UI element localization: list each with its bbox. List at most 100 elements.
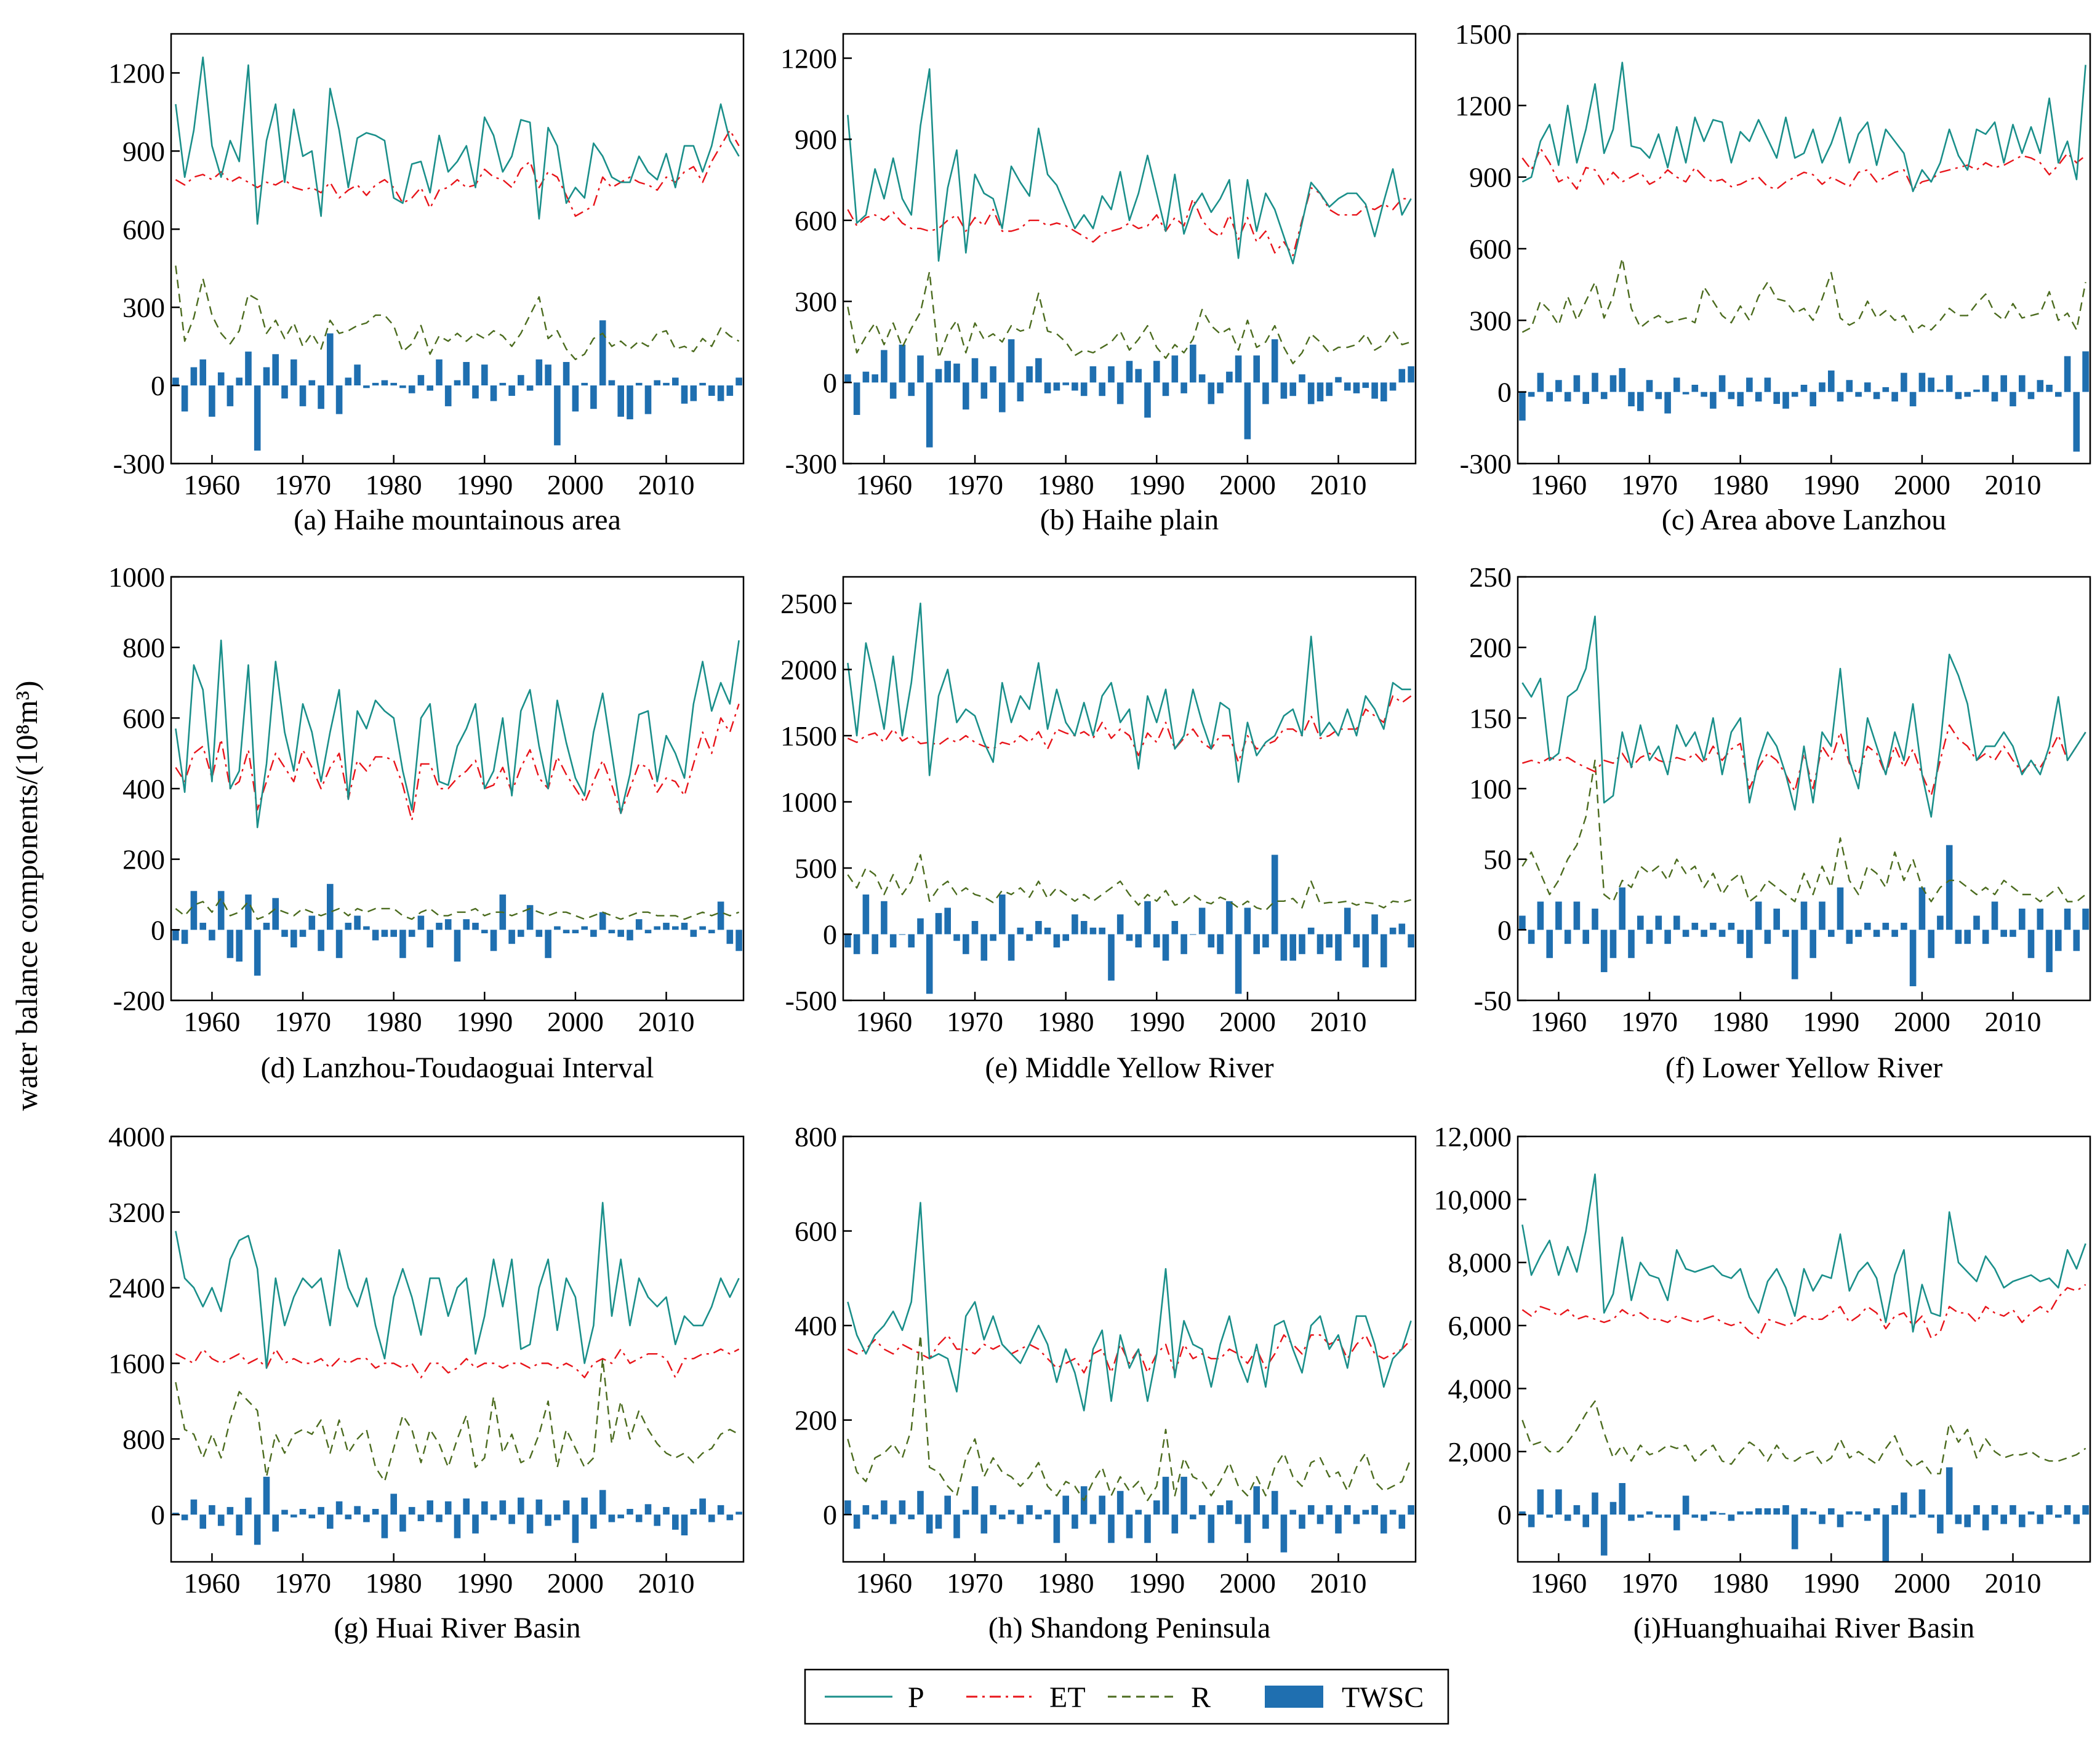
x-tick-label: 1960 (183, 1006, 240, 1037)
twsc-bar-1993 (508, 1514, 515, 1524)
twsc-bar-1999 (1235, 1514, 1242, 1524)
twsc-bar-1957 (181, 930, 188, 944)
twsc-bar-1981 (1072, 382, 1078, 391)
twsc-bar-1982 (408, 930, 415, 937)
twsc-bar-1975 (1691, 922, 1699, 930)
twsc-bar-2006 (1299, 1514, 1305, 1529)
twsc-bar-1969 (1637, 1514, 1644, 1518)
twsc-bar-1980 (1737, 392, 1744, 406)
x-tick-label: 1980 (366, 469, 422, 501)
series-r-line (175, 897, 740, 920)
twsc-bar-1987 (1800, 1508, 1808, 1515)
twsc-bar-1997 (545, 930, 551, 959)
series-r-line (175, 265, 740, 360)
x-tick-label: 1960 (183, 469, 240, 501)
twsc-bar-1956 (172, 930, 179, 941)
x-tick-label: 2010 (638, 1567, 695, 1599)
y-tick-label: 0 (1497, 914, 1512, 946)
twsc-bar-1987 (1126, 1514, 1133, 1538)
series-et-line (847, 187, 1411, 257)
twsc-bar-2014 (1371, 382, 1378, 399)
panel-title: (g) Huai River Basin (334, 1612, 580, 1644)
twsc-bar-2003 (599, 320, 606, 386)
twsc-bar-1964 (917, 355, 924, 383)
twsc-bar-1976 (354, 915, 361, 930)
twsc-bar-2002 (1262, 934, 1269, 947)
x-tick-label: 1990 (1803, 469, 1859, 501)
y-tick-label: 500 (795, 853, 837, 884)
plot-frame (842, 1135, 1417, 1563)
twsc-bar-1998 (1901, 1492, 1907, 1515)
twsc-bar-1961 (1564, 392, 1571, 402)
twsc-bar-1963 (908, 382, 915, 396)
twsc-bar-1963 (236, 377, 242, 386)
twsc-bar-1956 (1519, 1511, 1526, 1515)
twsc-bar-1960 (209, 930, 215, 941)
y-tick-label: 0 (823, 919, 837, 951)
twsc-bar-2002 (590, 1514, 597, 1529)
twsc-bar-2006 (627, 1509, 633, 1515)
twsc-bar-1979 (1053, 934, 1060, 947)
twsc-bar-1996 (1208, 382, 1215, 404)
twsc-bar-2004 (1280, 382, 1288, 399)
series-p-line (1521, 62, 2086, 193)
twsc-bar-1983 (1089, 927, 1097, 935)
twsc-bar-2010 (1335, 934, 1342, 961)
twsc-bar-1988 (1135, 369, 1142, 383)
y-tick-label: 4000 (108, 1121, 165, 1152)
twsc-bar-2005 (1964, 930, 1971, 944)
twsc-bar-1983 (1089, 366, 1097, 383)
twsc-bar-1974 (335, 930, 343, 959)
y-tick-label: 900 (795, 124, 837, 155)
y-tick-label: 0 (151, 1499, 165, 1530)
twsc-bar-1970 (299, 1509, 307, 1515)
twsc-bar-1959 (1546, 930, 1553, 959)
twsc-bar-1983 (417, 915, 425, 930)
series-p-line (175, 1202, 740, 1369)
twsc-bar-1986 (444, 919, 452, 930)
y-tick-label: 1200 (780, 43, 837, 74)
twsc-bar-1994 (518, 375, 524, 386)
twsc-bar-1966 (935, 369, 942, 383)
twsc-bar-1967 (272, 354, 279, 386)
twsc-bar-1963 (908, 1514, 915, 1519)
twsc-bar-1994 (1864, 1514, 1871, 1521)
x-tick-label: 1970 (275, 1567, 331, 1599)
twsc-bar-1992 (499, 382, 507, 386)
twsc-bar-1995 (526, 1514, 534, 1534)
y-tick-label: 1600 (108, 1348, 165, 1380)
twsc-bar-1959 (1546, 392, 1553, 402)
twsc-bar-2006 (627, 930, 633, 941)
twsc-bar-2006 (1973, 1505, 1980, 1515)
twsc-bar-1990 (1153, 1500, 1160, 1515)
twsc-bar-1972 (1664, 1514, 1671, 1518)
legend-label: TWSC (1342, 1681, 1424, 1714)
twsc-bar-1994 (1190, 1514, 1196, 1519)
series-r-line (1521, 1400, 2086, 1474)
twsc-bar-1986 (1791, 1514, 1798, 1550)
x-tick-label: 1980 (366, 1006, 422, 1037)
y-tick-label: 1500 (1455, 18, 1512, 50)
twsc-bar-1997 (1891, 392, 1898, 402)
twsc-bar-2010 (663, 1506, 670, 1515)
twsc-bar-1999 (563, 930, 570, 933)
panel-d: -200 0 200 400 600 800 1000 1960 1970 1980 1990 200… (108, 561, 745, 1084)
twsc-bar-1964 (917, 918, 924, 935)
twsc-bar-2007 (1982, 375, 1989, 392)
y-tick-label: 2,000 (1448, 1436, 1512, 1468)
twsc-bar-1999 (1235, 355, 1242, 383)
twsc-bar-1989 (1144, 1514, 1151, 1543)
twsc-bar-2012 (2027, 392, 2035, 400)
y-tick-label: 0 (151, 914, 165, 946)
twsc-bar-1966 (935, 1514, 942, 1529)
x-tick-label: 1960 (856, 1567, 912, 1599)
twsc-bar-1992 (499, 1500, 507, 1515)
twsc-bar-2016 (1389, 1510, 1397, 1515)
twsc-bar-1961 (217, 372, 225, 386)
twsc-bar-1972 (990, 934, 996, 941)
twsc-bar-2012 (681, 922, 688, 930)
twsc-bar-2015 (708, 385, 715, 396)
twsc-bar-1974 (1008, 339, 1015, 383)
twsc-bar-1966 (1609, 1502, 1617, 1515)
twsc-bar-1991 (490, 1514, 497, 1521)
